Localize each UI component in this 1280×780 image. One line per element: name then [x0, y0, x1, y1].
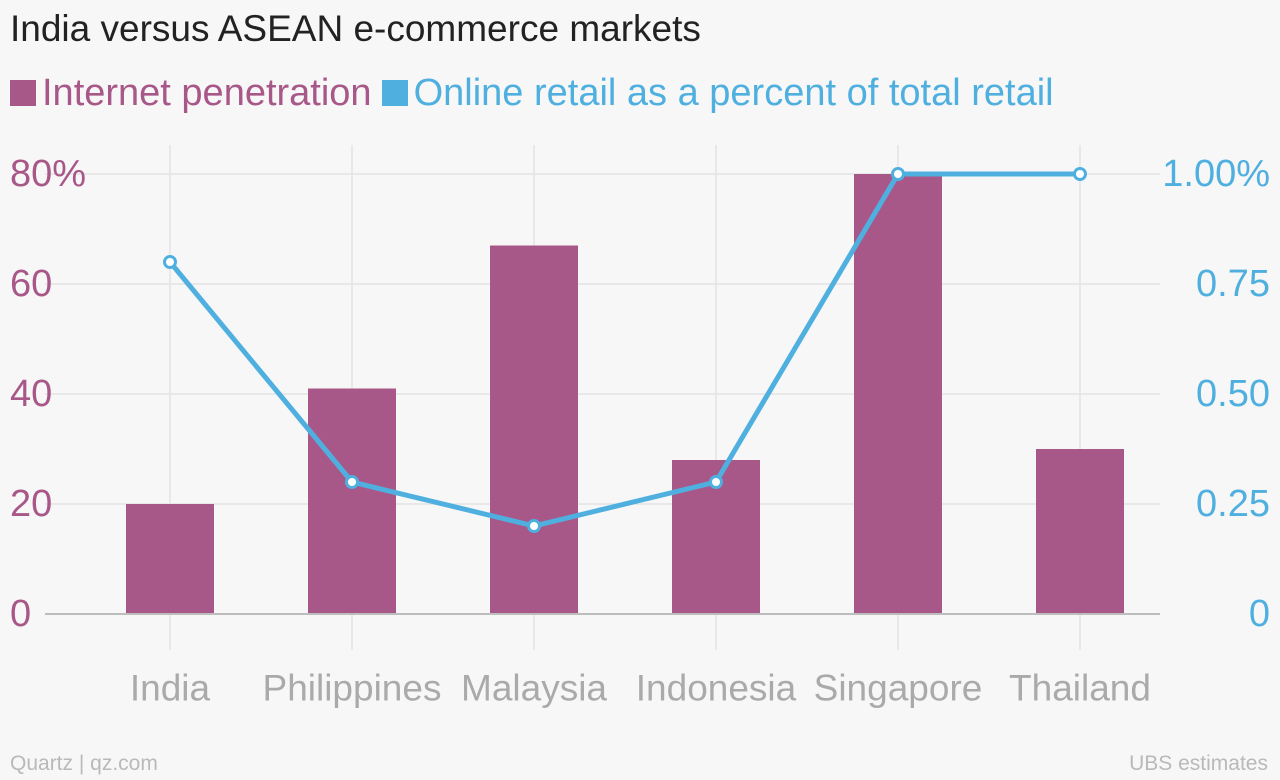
x-tick-label: Thailand [1009, 668, 1151, 709]
point-online-retail [163, 255, 177, 269]
bar-internet-penetration [308, 388, 396, 614]
legend-swatch-internet-penetration [10, 80, 36, 106]
y-right-tick-label: 0 [1249, 593, 1270, 635]
legend-item-online-retail: Online retail as a percent of total reta… [381, 71, 1054, 115]
bar-internet-penetration [126, 504, 214, 614]
x-tick-label: Malaysia [461, 668, 607, 709]
bar-internet-penetration [854, 174, 942, 614]
point-online-retail [709, 475, 723, 489]
legend-item-internet-penetration: Internet penetration [10, 72, 372, 115]
y-right-tick-label: 1.00% [1162, 153, 1270, 195]
y-right-tick-label: 0.75 [1196, 263, 1270, 305]
line-online-retail [167, 171, 1083, 529]
y-left-tick-label: 20 [10, 483, 52, 525]
legend-label-online-retail: Online retail as a percent of total reta… [413, 71, 1054, 114]
point-online-retail [1073, 167, 1087, 181]
footer-source: Quartz | qz.com [10, 752, 158, 775]
legend-label-internet-penetration: Internet penetration [42, 71, 372, 114]
y-right-tick-label: 0.25 [1196, 483, 1270, 525]
x-tick-label: Singapore [814, 668, 983, 709]
legend: Internet penetration Online retail as a … [10, 70, 1064, 116]
y-left-tick-label: 40 [10, 373, 52, 415]
footer-credit: UBS estimates [1129, 752, 1268, 775]
y-left-tick-label: 60 [10, 263, 52, 305]
y-left-tick-label: 80% [10, 153, 86, 195]
bar-internet-penetration [490, 245, 578, 614]
x-tick-label: Philippines [263, 668, 442, 709]
x-tick-label: India [130, 668, 211, 709]
chart-title: India versus ASEAN e-commerce markets [10, 8, 701, 49]
point-online-retail [345, 475, 359, 489]
point-online-retail [891, 167, 905, 181]
legend-swatch-online-retail [381, 80, 408, 106]
point-online-retail [527, 519, 541, 533]
bar-internet-penetration [1036, 449, 1124, 614]
x-tick-label: Indonesia [636, 668, 797, 709]
y-right-tick-label: 0.50 [1196, 373, 1270, 415]
y-left-tick-label: 0 [10, 593, 31, 635]
